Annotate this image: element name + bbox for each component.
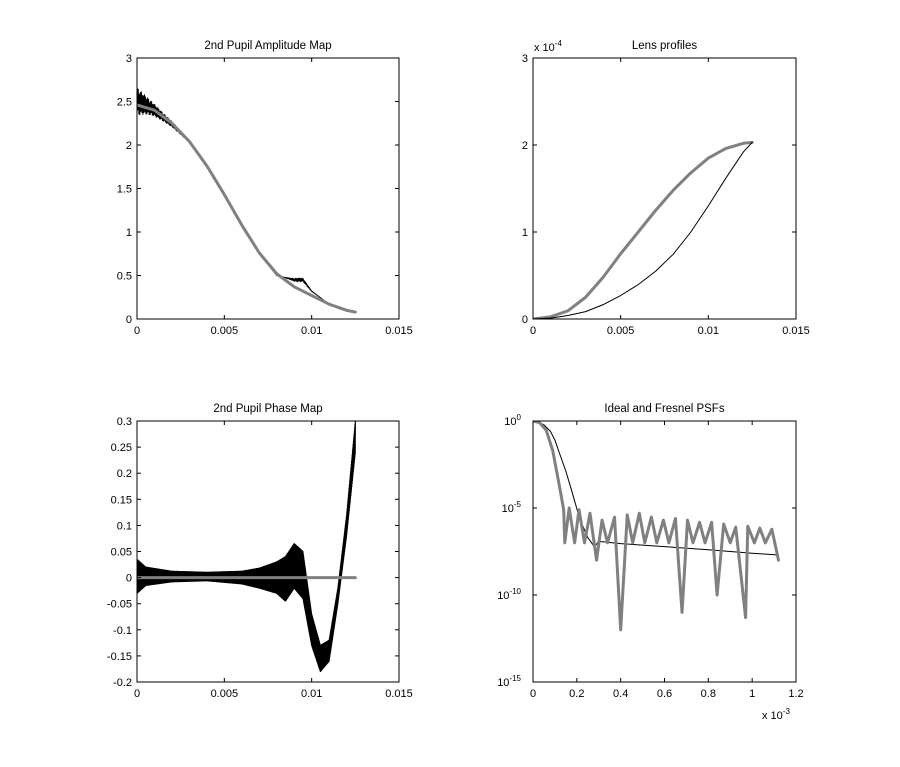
plot-area <box>137 421 357 672</box>
plot-frame <box>532 420 797 683</box>
y-tick-label: 100 <box>504 413 521 428</box>
x-tick-label: 0.6 <box>657 688 672 700</box>
x-tick-label: 0 <box>530 325 536 337</box>
y-tick-label: 0.5 <box>117 271 132 283</box>
phase-black-series <box>137 421 356 672</box>
plot-frame <box>136 57 400 320</box>
x-tick-label: 0.01 <box>698 325 719 337</box>
y-tick-label: 0.3 <box>117 416 132 428</box>
y-tick-label: -0.15 <box>107 651 132 663</box>
y-tick-label: 0 <box>522 314 528 326</box>
psf-gray-series <box>533 421 780 632</box>
y-tick-label: 3 <box>126 53 132 65</box>
y-tick-label-exponent: 0 <box>517 413 522 422</box>
y-tick-label: 3 <box>522 53 528 65</box>
plot-frame <box>136 420 400 683</box>
y-tick-label: 10-5 <box>502 500 522 515</box>
chart-amp: 2nd Pupil Amplitude Map 0 0.005 0.01 0.015 0 0… <box>117 40 413 337</box>
y-tick-label-exponent: -5 <box>514 500 522 509</box>
y-tick-label: -0.05 <box>107 599 132 611</box>
x-tick-label: 0.8 <box>701 688 716 700</box>
x-tick-label: 1.2 <box>788 688 803 700</box>
chart-title: Lens profiles <box>632 40 697 52</box>
amplitude-gray-series <box>137 103 357 314</box>
y-tick-label: 0.05 <box>111 547 132 559</box>
chart-title: 2nd Pupil Amplitude Map <box>204 40 331 52</box>
plot-area <box>533 140 754 319</box>
y-tick-label: 10-10 <box>497 587 521 602</box>
y-tick-label: 0.1 <box>117 520 132 532</box>
x-tick-label: 0.015 <box>385 325 413 337</box>
y-tick-label: 2 <box>522 140 528 152</box>
chart-phase: 2nd Pupil Phase Map 0 0.005 0.01 0.015 -0.2 -0… <box>107 403 413 700</box>
x-tick-label: 0 <box>530 688 536 700</box>
y-tick-label: 10-15 <box>497 674 521 689</box>
y-tick-label: 0 <box>126 314 132 326</box>
y-axis-multiplier: x 10-4 <box>534 39 562 54</box>
y-tick-label: 0 <box>126 573 132 585</box>
chart-title: 2nd Pupil Phase Map <box>213 403 322 415</box>
y-tick-label: 1.5 <box>117 184 132 196</box>
y-tick-label: 0.2 <box>117 468 132 480</box>
y-axis-multiplier-exponent: -4 <box>555 39 563 48</box>
x-tick-label: 0 <box>134 688 140 700</box>
x-tick-label: 0.2 <box>569 688 584 700</box>
y-tick-label-exponent: -15 <box>509 674 521 683</box>
x-axis-multiplier: x 10-3 <box>762 707 790 722</box>
y-tick-label: -0.2 <box>113 677 132 689</box>
x-tick-label: 1 <box>749 688 755 700</box>
plot-area <box>533 421 780 632</box>
x-tick-label: 0.005 <box>607 325 635 337</box>
chart-lens: Lens profiles 0 0.005 0.01 0.015 0 1 2 3 x 10-4 <box>522 39 810 337</box>
x-tick-label: 0.005 <box>211 325 239 337</box>
plot-area <box>137 88 357 314</box>
y-tick-label: 0.15 <box>111 494 132 506</box>
x-tick-label: 0.01 <box>301 325 322 337</box>
plot-frame <box>532 57 797 320</box>
y-tick-label: 2.5 <box>117 97 132 109</box>
y-tick-label: 1 <box>522 227 528 239</box>
chart-psf: Ideal and Fresnel PSFs 0 0.2 0.4 0.6 0.8 1 1.2 1… <box>497 403 803 722</box>
x-axis-multiplier-exponent: -3 <box>783 707 791 716</box>
lens-black-series <box>533 141 753 319</box>
y-tick-label: -0.1 <box>113 625 132 637</box>
chart-title: Ideal and Fresnel PSFs <box>604 403 724 415</box>
lens-gray-series <box>533 140 754 319</box>
x-tick-label: 0.4 <box>613 688 628 700</box>
y-tick-label-exponent: -10 <box>509 587 521 596</box>
x-tick-label: 0.015 <box>782 325 810 337</box>
x-tick-label: 0.005 <box>211 688 239 700</box>
x-tick-label: 0.01 <box>301 688 322 700</box>
x-tick-label: 0 <box>134 325 140 337</box>
y-tick-label: 1 <box>126 227 132 239</box>
y-tick-label: 0.25 <box>111 442 132 454</box>
y-tick-label: 2 <box>126 140 132 152</box>
x-tick-label: 0.015 <box>385 688 413 700</box>
